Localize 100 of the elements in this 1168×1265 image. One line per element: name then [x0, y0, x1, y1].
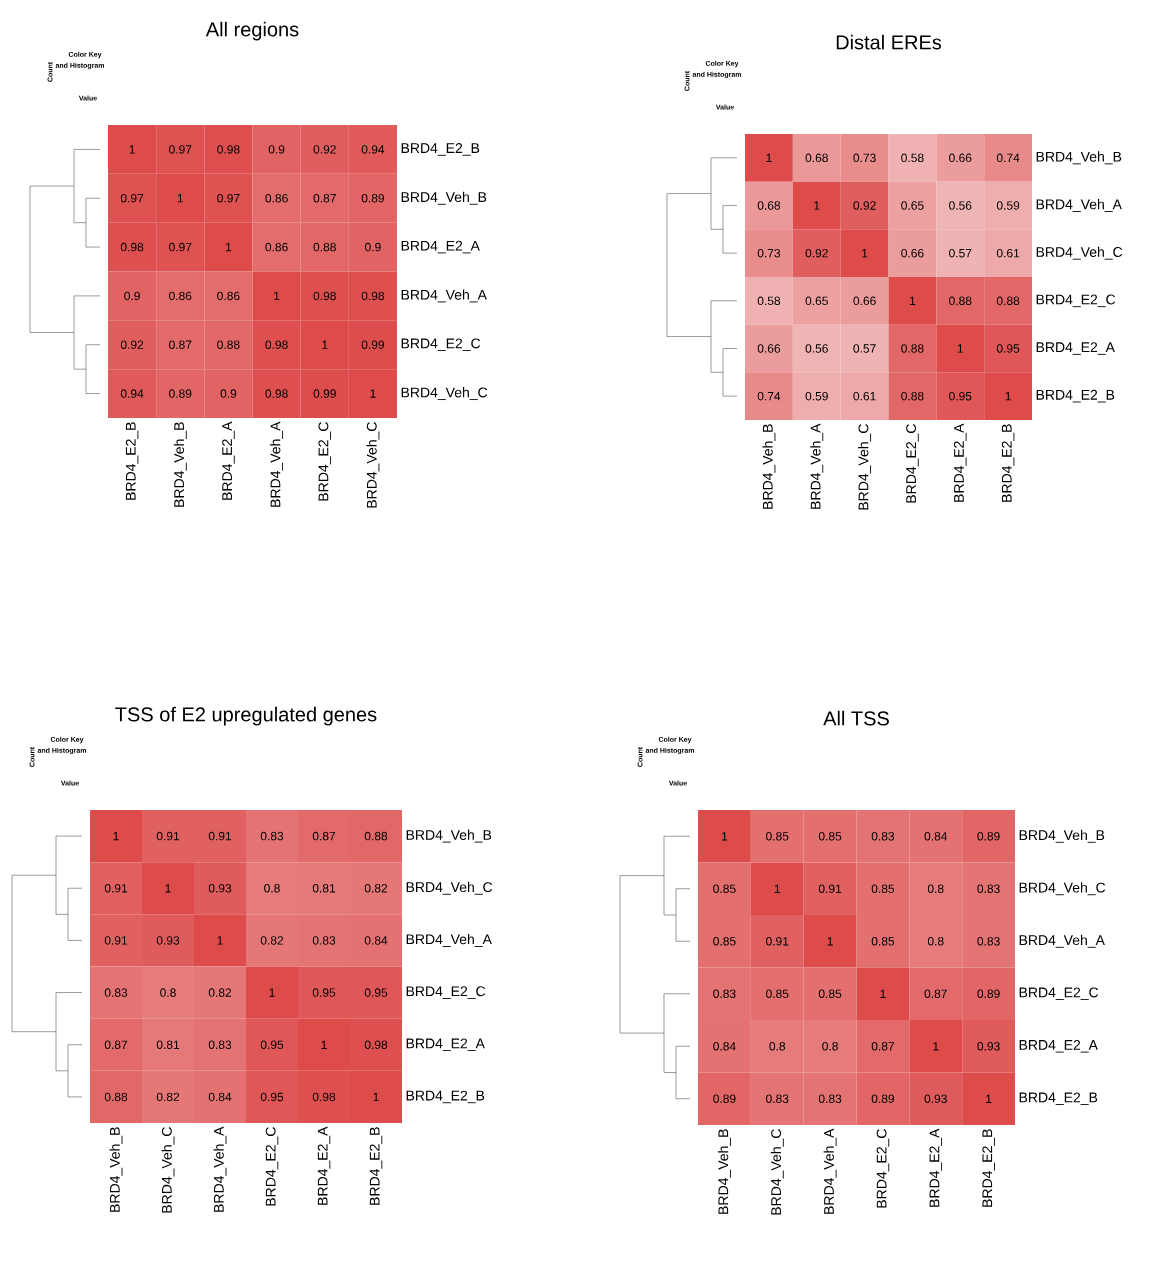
- x-tick-label: BRD4_E2_A: [953, 423, 967, 502]
- data-label: 0.8: [160, 988, 176, 997]
- data-label: 0.86: [169, 291, 192, 301]
- data-label: 0.82: [364, 884, 388, 893]
- data-label: 1: [225, 242, 232, 252]
- data-label: 0.93: [977, 1042, 1000, 1051]
- data-label: 0.84: [364, 936, 388, 945]
- data-label: 0.88: [104, 1092, 128, 1102]
- data-label: 0.83: [260, 831, 284, 841]
- y-tick-label: BRD4_E2_A: [406, 1038, 485, 1052]
- data-label: 1: [217, 936, 223, 945]
- data-label: 0.91: [156, 831, 180, 841]
- x-tick-label: BRD4_Veh_C: [161, 1127, 175, 1213]
- y-tick-label: BRD4_Veh_A: [401, 289, 487, 303]
- data-label: 0.93: [156, 936, 180, 945]
- data-label: 0.87: [924, 989, 947, 998]
- y-tick-label: BRD4_Veh_C: [401, 387, 488, 401]
- y-tick-label: BRD4_Veh_A: [1019, 934, 1105, 948]
- data-label: 0.83: [312, 936, 336, 945]
- data-label: 0.9: [268, 145, 285, 154]
- y-tick-label: BRD4_E2_A: [1019, 1039, 1098, 1053]
- data-label: 0.88: [217, 340, 240, 349]
- data-label: 0.86: [265, 242, 288, 252]
- data-label: 0.86: [217, 291, 240, 301]
- y-tick-label: BRD4_E2_A: [1036, 342, 1115, 355]
- data-label: 0.8: [822, 1042, 838, 1051]
- data-label: 0.9: [365, 242, 381, 252]
- y-tick-label: BRD4_Veh_C: [406, 881, 493, 895]
- data-label: 0.89: [871, 1094, 895, 1103]
- data-label: 1: [880, 989, 886, 998]
- y-tick-label: BRD4_E2_C: [1019, 987, 1099, 1001]
- data-label: 1: [370, 389, 376, 398]
- data-label: 0.57: [853, 344, 876, 353]
- data-label: 0.88: [901, 344, 924, 353]
- data-label: 0.91: [766, 937, 789, 946]
- data-label: 0.83: [871, 832, 895, 841]
- x-tick-label: BRD4_Veh_B: [717, 1129, 731, 1214]
- data-label: 1: [322, 340, 328, 349]
- x-tick-label: BRD4_E2_C: [906, 424, 919, 503]
- x-tick-label: BRD4_Veh_A: [823, 1128, 837, 1214]
- data-label: 0.8: [264, 884, 280, 893]
- data-label: 0.8: [927, 937, 944, 946]
- x-tick-label: BRD4_E2_C: [318, 422, 332, 501]
- data-label: 0.84: [713, 1042, 736, 1051]
- data-label: 0.95: [260, 1092, 284, 1102]
- data-label: 0.81: [312, 884, 336, 893]
- chart-title: TSS of E2 upregulated genes: [115, 706, 377, 726]
- data-label: 1: [129, 145, 135, 154]
- data-label: 0.87: [104, 1040, 128, 1049]
- data-label: 0.58: [757, 296, 781, 306]
- y-tick-label: BRD4_E2_A: [401, 240, 480, 254]
- data-label: 0.74: [996, 153, 1020, 163]
- data-label: 0.87: [169, 340, 192, 349]
- data-label: 0.92: [853, 201, 876, 210]
- data-label: 0.73: [853, 153, 876, 163]
- data-label: 0.95: [312, 988, 336, 997]
- data-label: 0.8: [927, 884, 944, 893]
- data-label: 0.9: [220, 389, 237, 398]
- data-label: 0.8: [769, 1042, 786, 1051]
- data-label: 0.93: [924, 1094, 947, 1103]
- data-label: 0.91: [208, 831, 232, 841]
- data-label: 0.74: [757, 391, 781, 401]
- data-label: 0.66: [901, 248, 924, 258]
- data-label: 1: [274, 291, 280, 301]
- data-label: 1: [165, 884, 171, 893]
- data-label: 0.83: [977, 937, 1000, 946]
- data-label: 0.88: [901, 391, 924, 401]
- data-label: 0.89: [169, 389, 192, 398]
- data-label: 0.83: [818, 1094, 842, 1103]
- data-label: 0.93: [208, 884, 232, 893]
- data-label: 1: [113, 831, 119, 841]
- data-label: 0.59: [996, 201, 1020, 210]
- data-label: 0.91: [104, 936, 128, 945]
- data-label: 0.82: [260, 936, 284, 945]
- data-label: 0.66: [757, 344, 781, 353]
- data-label: 0.95: [949, 391, 972, 401]
- data-label: 0.98: [364, 1040, 388, 1049]
- chart-title: All regions: [205, 21, 299, 41]
- data-label: 0.68: [757, 201, 781, 210]
- data-label: 0.94: [120, 389, 144, 398]
- data-label: 0.92: [313, 145, 336, 154]
- y-tick-label: BRD4_E2_B: [401, 143, 480, 156]
- chart-title: All TSS: [823, 710, 889, 726]
- data-label: 0.85: [713, 884, 736, 893]
- data-label: 1: [321, 1040, 327, 1049]
- data-label: 0.58: [901, 153, 924, 163]
- x-tick-label: BRD4_Veh_B: [173, 422, 187, 507]
- data-label: 0.88: [949, 296, 972, 306]
- data-label: 1: [722, 832, 728, 841]
- data-label: 1: [862, 249, 868, 258]
- x-tick-label: BRD4_Veh_B: [762, 424, 776, 509]
- x-tick-label: BRD4_E2_C: [876, 1129, 890, 1208]
- data-label: 0.65: [805, 296, 828, 306]
- data-label: 0.83: [713, 989, 736, 998]
- data-label: 1: [814, 201, 820, 210]
- data-label: 0.97: [169, 145, 192, 154]
- chart-title: Distal EREs: [836, 34, 942, 50]
- y-tick-label: BRD4_E2_B: [1036, 389, 1115, 403]
- data-label: 0.89: [977, 832, 1000, 841]
- data-label: 0.84: [924, 832, 948, 841]
